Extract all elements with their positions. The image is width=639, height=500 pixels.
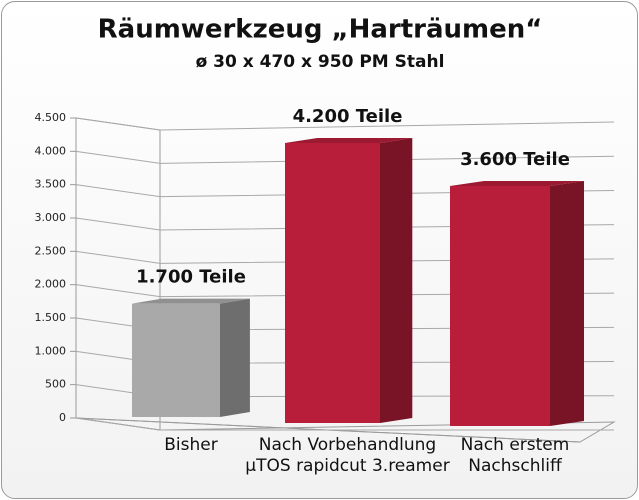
bar-top xyxy=(285,138,413,143)
bar-side xyxy=(550,181,584,426)
y-tick-label: 3.000 xyxy=(35,211,67,224)
y-tick-label: 1.500 xyxy=(35,311,67,324)
y-tick-label: 500 xyxy=(45,378,66,391)
bar-top xyxy=(450,181,584,186)
bar-top xyxy=(132,298,250,304)
y-tick-label: 3.500 xyxy=(35,178,67,191)
value-label: 4.200 Teile xyxy=(293,106,403,127)
grid-line xyxy=(75,417,614,431)
bar-side xyxy=(220,298,250,417)
y-tick-label: 2.500 xyxy=(35,244,67,257)
y-tick-label: 4.500 xyxy=(35,111,67,124)
bar xyxy=(450,186,550,426)
chart-subtitle: ø 30 x 470 x 950 PM Stahl xyxy=(196,52,445,72)
bar-side xyxy=(380,138,413,423)
value-label: 3.600 Teile xyxy=(460,149,570,170)
chart-title: Räumwerkzeug „Harträumen“ xyxy=(98,15,543,45)
bar xyxy=(132,303,220,417)
grid-line xyxy=(75,117,615,131)
x-tick-label: Bisher xyxy=(164,435,218,455)
bar xyxy=(285,143,380,423)
y-tick-label: 0 xyxy=(59,411,66,424)
y-tick-label: 4.000 xyxy=(35,144,67,157)
x-tick-label: Nach erstem Nachschliff xyxy=(460,435,570,476)
y-tick-label: 2.000 xyxy=(35,278,67,291)
x-tick-label: Nach Vorbehandlung µTOS rapidcut 3.reame… xyxy=(245,435,450,476)
y-tick-label: 1.000 xyxy=(35,344,67,357)
grid-line xyxy=(75,150,615,164)
value-label: 1.700 Teile xyxy=(136,267,246,288)
